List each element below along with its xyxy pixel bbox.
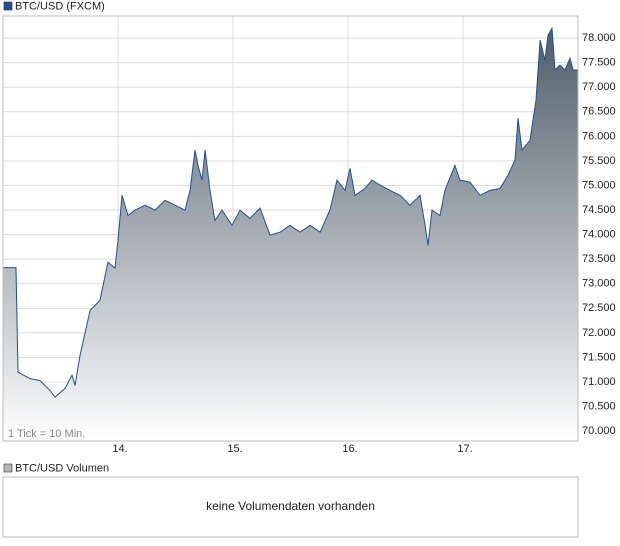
- y-tick-label: 73.500: [582, 253, 616, 265]
- y-tick-label: 71.000: [582, 376, 616, 388]
- volume-message: keine Volumendaten vorhanden: [206, 499, 375, 513]
- x-tick-label: 15.: [227, 443, 242, 455]
- y-tick-label: 77.500: [582, 57, 616, 69]
- y-tick-label: 71.500: [582, 351, 616, 363]
- x-tick-label: 17.: [457, 443, 472, 455]
- area: [3, 28, 578, 442]
- y-tick-label: 72.000: [582, 327, 616, 339]
- annotation: 1 Tick = 10 Min.: [8, 428, 85, 440]
- volume-legend-swatch: [3, 463, 13, 473]
- y-tick-label: 75.000: [582, 179, 616, 191]
- y-tick-label: 76.500: [582, 106, 616, 118]
- y-tick-label: 74.000: [582, 229, 616, 241]
- volume-legend-label: BTC/USD Volumen: [15, 462, 109, 474]
- plot-frame: [2, 15, 579, 442]
- y-tick-label: 73.000: [582, 278, 616, 290]
- x-tick-label: 14.: [112, 443, 127, 455]
- y-tick-label: 70.500: [582, 401, 616, 413]
- y-tick-label: 75.500: [582, 155, 616, 167]
- y-tick-label: 77.000: [582, 81, 616, 93]
- y-tick-label: 70.000: [582, 425, 616, 437]
- x-tick-label: 16.: [342, 443, 357, 455]
- y-tick-label: 72.500: [582, 302, 616, 314]
- y-tick-label: 76.000: [582, 130, 616, 142]
- legend-label: BTC/USD (FXCM): [15, 0, 105, 12]
- y-tick-label: 78.000: [582, 32, 616, 44]
- legend-swatch: [3, 1, 13, 11]
- volume-panel: [2, 476, 579, 538]
- price-line: [3, 26, 578, 399]
- y-tick-label: 74.500: [582, 204, 616, 216]
